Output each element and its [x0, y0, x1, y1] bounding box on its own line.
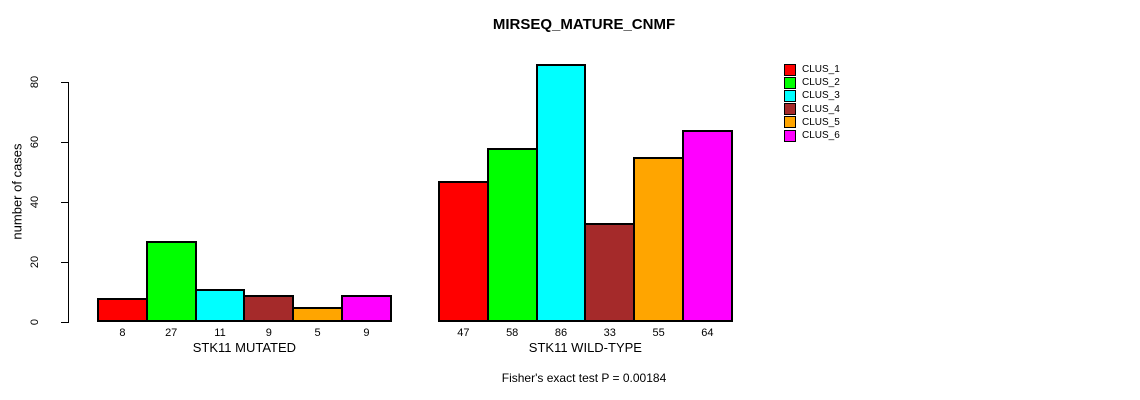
- y-tick-mark: [61, 142, 68, 143]
- legend-item-clus_1: CLUS_1: [784, 63, 840, 76]
- legend-label: CLUS_3: [802, 90, 840, 102]
- bar-clus_5-group2: [633, 157, 684, 322]
- y-tick-label: 60: [29, 135, 41, 149]
- y-tick-mark: [61, 202, 68, 203]
- y-tick-label: 0: [29, 318, 41, 326]
- bar-value-label: 9: [363, 327, 370, 339]
- y-tick-mark: [61, 322, 68, 323]
- legend-swatch: [784, 76, 796, 89]
- bar-value-label: 86: [554, 327, 568, 339]
- bar-value-label: 33: [603, 327, 616, 339]
- legend-swatch: [784, 89, 796, 102]
- legend-label: CLUS_1: [802, 64, 840, 76]
- legend-swatch: [784, 116, 796, 129]
- legend-swatch: [784, 63, 796, 76]
- y-axis-line: [68, 82, 69, 323]
- y-tick-mark: [61, 262, 68, 263]
- bar-value-label: 64: [701, 327, 714, 339]
- y-axis-title: number of cases: [9, 143, 25, 240]
- bar-clus_1-group1: [97, 298, 148, 322]
- bar-clus_4-group1: [243, 295, 295, 322]
- legend-item-clus_4: CLUS_4: [784, 103, 840, 116]
- bar-clus_3-group1: [194, 289, 246, 322]
- group-label-2: STK11 WILD-TYPE: [528, 340, 642, 355]
- chart-title: MIRSEQ_MATURE_CNMF: [492, 16, 676, 33]
- legend: CLUS_1 CLUS_2 CLUS_3 CLUS_4 CLUS_5 CLUS_6: [784, 63, 840, 142]
- bar-clus_6-group2: [682, 130, 733, 322]
- bar-value-label: 47: [457, 327, 470, 339]
- legend-label: CLUS_5: [802, 116, 840, 128]
- bar-value-label: 55: [652, 327, 665, 339]
- bar-clus_3-group2: [535, 64, 587, 322]
- y-tick-label: 40: [29, 195, 41, 209]
- y-tick-mark: [61, 82, 68, 83]
- bar-clus_2-group2: [486, 148, 538, 322]
- legend-swatch: [784, 103, 796, 116]
- legend-item-clus_3: CLUS_3: [784, 89, 840, 102]
- group-label-1: STK11 MUTATED: [192, 340, 297, 355]
- annotation-fisher-test: Fisher's exact test P = 0.00184: [501, 371, 667, 385]
- bar-value-label: 5: [314, 327, 321, 339]
- bar-clus_1-group2: [438, 181, 489, 322]
- bar-clus_6-group1: [341, 295, 392, 322]
- bar-value-label: 58: [506, 327, 519, 339]
- bar-clus_5-group1: [292, 307, 343, 322]
- legend-swatch: [784, 129, 796, 142]
- bar-value-label: 11: [214, 327, 226, 339]
- bar-value-label: 8: [119, 327, 126, 339]
- bar-clus_2-group1: [145, 241, 197, 322]
- bar-clus_4-group2: [584, 223, 636, 322]
- bar-value-label: 9: [265, 327, 272, 339]
- y-tick-label: 80: [29, 75, 41, 89]
- legend-item-clus_2: CLUS_2: [784, 76, 840, 89]
- legend-item-clus_6: CLUS_6: [784, 129, 840, 142]
- legend-item-clus_5: CLUS_5: [784, 116, 840, 129]
- legend-label: CLUS_2: [802, 77, 840, 89]
- legend-label: CLUS_6: [802, 130, 840, 142]
- bar-value-label: 27: [165, 327, 178, 339]
- y-tick-label: 20: [29, 255, 41, 269]
- legend-label: CLUS_4: [802, 103, 840, 115]
